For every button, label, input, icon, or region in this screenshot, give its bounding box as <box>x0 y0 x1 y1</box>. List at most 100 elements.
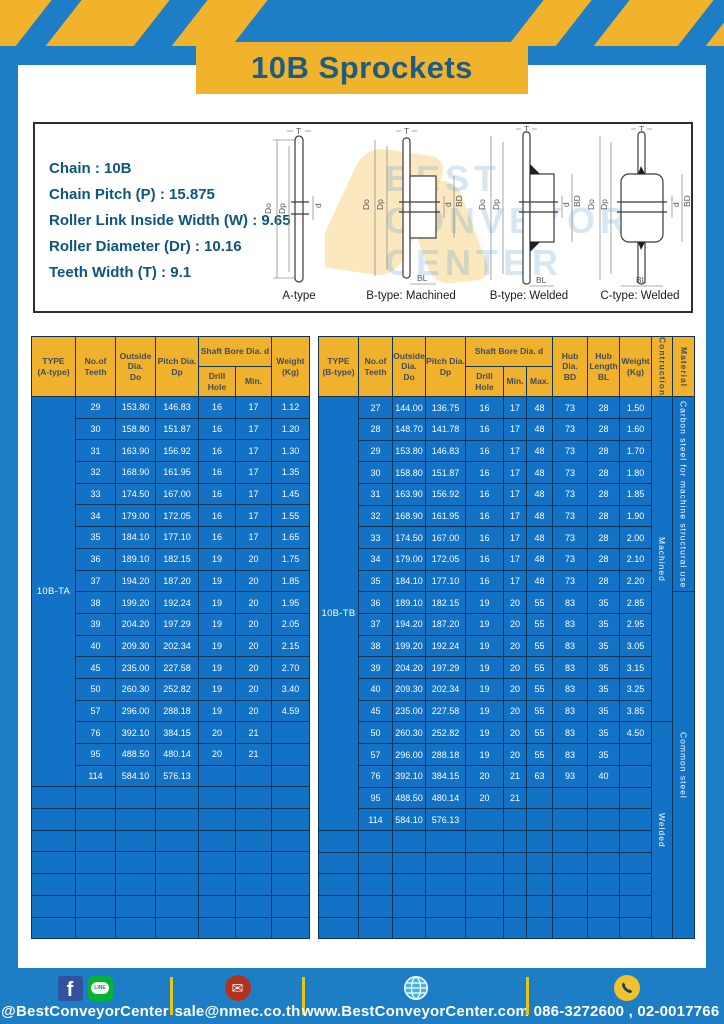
website-url[interactable]: www.BestConveyorCenter.com <box>301 1003 530 1020</box>
facebook-icon[interactable]: f <box>57 975 83 1001</box>
table-cell: 174.50 <box>115 482 156 506</box>
table-header-cell: Max. <box>525 366 554 398</box>
table-cell: 20 <box>503 634 527 658</box>
table-cell <box>392 916 426 940</box>
table-cell: 16 <box>198 482 236 506</box>
footer-phone[interactable]: 086-3272600 , 02-0017766 <box>529 968 724 1024</box>
table-cell: 36 <box>358 591 393 615</box>
table-cell <box>271 764 311 788</box>
table-cell <box>155 894 199 918</box>
table-cell <box>552 829 589 853</box>
table-cell: 20 <box>234 547 273 571</box>
table-cell <box>552 873 589 896</box>
table-cell: 227.58 <box>425 699 466 723</box>
table-cell: 30 <box>75 417 116 441</box>
dim-do-label: Do <box>361 199 371 210</box>
table-cell: 19 <box>465 591 504 615</box>
table-header-cell: Outside Dia. Do <box>115 336 156 397</box>
table-cell: 1.20 <box>271 417 311 441</box>
phone-numbers[interactable]: 086-3272600 , 02-0017766 <box>533 1003 720 1020</box>
table-cell <box>75 851 116 875</box>
table-cell: 194.20 <box>115 569 156 593</box>
table-cell: 20 <box>503 699 527 723</box>
table-cell: 16 <box>198 396 236 419</box>
table-cell: 48 <box>525 417 554 441</box>
table-cell: 21 <box>234 721 273 744</box>
social-handle[interactable]: @BestConveyorCenter <box>1 1003 169 1020</box>
table-cell: 17 <box>234 482 273 506</box>
footer-email[interactable]: ✉ sale@nmec.co.th <box>173 968 302 1024</box>
table-cell: 35 <box>358 569 393 593</box>
table-cell <box>75 808 116 831</box>
table-cell: 182.15 <box>425 591 466 615</box>
title-banner: 10B Sprockets <box>196 42 528 94</box>
table-cell <box>155 786 199 810</box>
sprocket-table-b-type: TYPE (B-type) No.of Teeth Outside Dia. Do P… <box>318 335 696 940</box>
table-cell: 55 <box>525 678 554 701</box>
table-cell <box>552 851 589 875</box>
table-cell: 76 <box>75 721 116 744</box>
phone-icon[interactable] <box>613 975 640 1001</box>
table-cell: 488.50 <box>392 786 426 810</box>
table-cell <box>318 851 359 875</box>
table-cell: 48 <box>525 482 554 506</box>
table-cell: 31 <box>358 482 393 506</box>
table-cell: 38 <box>75 591 116 614</box>
table-cell: 34 <box>358 547 393 571</box>
table-cell <box>619 743 653 766</box>
footer-social[interactable]: f LINE @BestConveyorCenter <box>0 968 170 1024</box>
table-cell: 28 <box>587 461 621 484</box>
table-cell: 167.00 <box>155 482 199 506</box>
table-header-cell: Shaft Bore Dia. d <box>464 335 554 368</box>
email-address[interactable]: sale@nmec.co.th <box>174 1003 301 1020</box>
dim-d-label: d <box>671 202 681 207</box>
spec-roller-width: Roller Link Inside Width (W) : 9.65 <box>49 212 291 229</box>
table-cell: 45 <box>358 699 393 723</box>
table-cell: 1.95 <box>271 591 311 614</box>
mail-icon[interactable]: ✉ <box>224 975 251 1001</box>
table-cell: 189.10 <box>115 547 156 571</box>
table-cell: 2.00 <box>619 526 653 549</box>
table-cell: 63 <box>525 764 554 788</box>
table-cell: 20 <box>234 591 273 614</box>
table-cell: 1.85 <box>271 569 311 593</box>
hazard-stripe <box>705 0 724 46</box>
table-cell: 35 <box>587 743 621 766</box>
table-cell <box>358 873 393 896</box>
diagram-a-type: T Do Dp d A-type <box>243 126 355 312</box>
table-cell: 187.20 <box>425 613 466 636</box>
table-cell: 204.20 <box>392 656 426 680</box>
table-cell <box>552 916 589 940</box>
spec-panel: BEST CONVEYOR CENTER Chain : 10B Chain P… <box>33 122 693 313</box>
table-header-cell: Min. <box>234 366 273 397</box>
table-cell: 48 <box>525 439 554 463</box>
table-cell: 260.30 <box>392 721 426 745</box>
table-cell: 19 <box>198 656 236 679</box>
table-a: TYPE (A-type) No.of Teeth Outside Dia. Do P… <box>31 336 311 940</box>
table-cell <box>198 916 236 940</box>
table-cell <box>271 851 311 875</box>
table-cell <box>31 808 76 831</box>
table-cell: 32 <box>358 504 393 528</box>
table-cell <box>619 851 653 875</box>
table-cell: 480.14 <box>425 786 466 810</box>
table-cell: 114 <box>358 808 393 831</box>
table-cell: 83 <box>552 699 589 723</box>
table-cell: 172.05 <box>155 504 199 528</box>
globe-icon[interactable] <box>403 975 429 1001</box>
table-cell: 17 <box>503 461 527 484</box>
table-cell: 20 <box>234 677 273 701</box>
table-cell: 197.29 <box>425 656 466 680</box>
table-header-cell: Min. <box>503 366 527 398</box>
table-cell: 48 <box>525 396 554 419</box>
table-cell <box>358 829 393 853</box>
table-cell: 20 <box>234 612 273 636</box>
table-cell: 576.13 <box>155 764 199 788</box>
line-icon[interactable]: LINE <box>87 975 113 1001</box>
table-cell: 144.00 <box>392 396 426 419</box>
diagram-caption: A-type <box>282 290 316 302</box>
table-cell: 39 <box>75 612 116 636</box>
table-cell <box>465 808 504 831</box>
footer-website[interactable]: www.BestConveyorCenter.com <box>301 968 530 1024</box>
